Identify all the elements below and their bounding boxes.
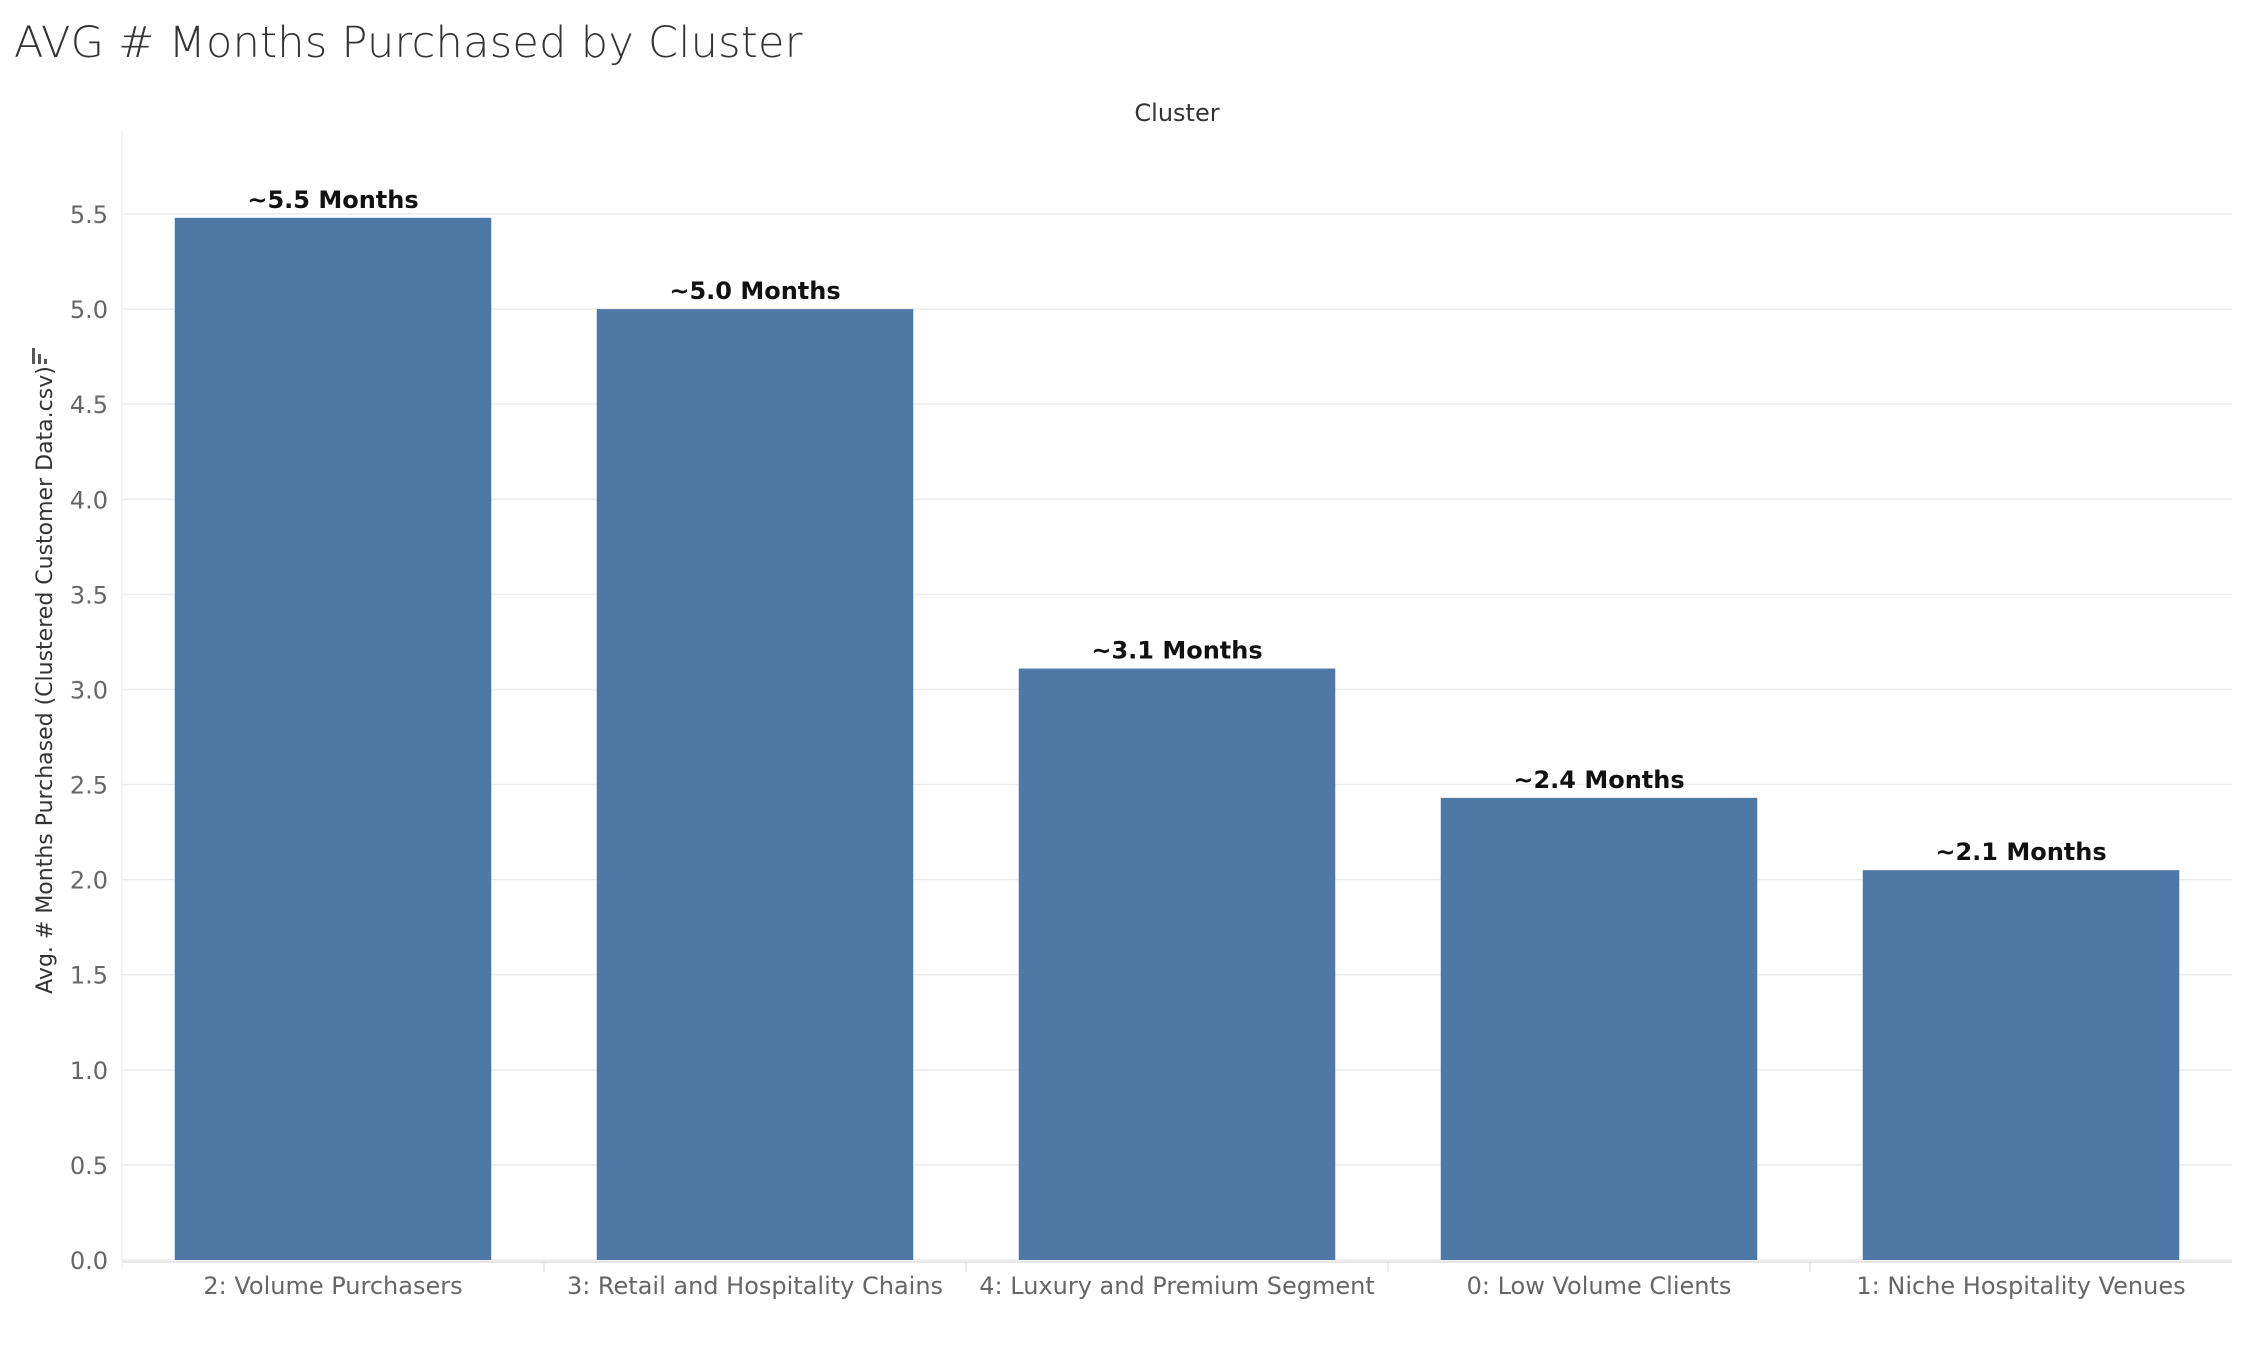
- y-tick-label: 3.5: [70, 581, 108, 609]
- x-tick-label: 3: Retail and Hospitality Chains: [567, 1272, 943, 1300]
- y-axis-ticks: 0.0 0.5 1.0 1.5 2.0 2.5 3.0 3.5 4.0 4.5 5.0 5.5: [70, 201, 108, 1275]
- x-tick-label: 2: Volume Purchasers: [203, 1272, 462, 1300]
- y-tick-label: 0.5: [70, 1152, 108, 1180]
- y-axis-title: Avg. # Months Purchased (Clustered Custo…: [33, 366, 58, 994]
- bar[interactable]: [596, 309, 914, 1260]
- chart-title: AVG # Months Purchased by Cluster: [14, 18, 803, 68]
- data-labels: ~5.5 Months ~5.0 Months ~3.1 Months ~2.4 Mo…: [247, 186, 2106, 866]
- x-tick-label: 4: Luxury and Premium Segment: [979, 1272, 1374, 1300]
- data-label: ~5.0 Months: [669, 277, 840, 305]
- sort-descending-icon[interactable]: [30, 346, 52, 366]
- x-axis-ticks: 2: Volume Purchasers 3: Retail and Hospit…: [203, 1272, 2185, 1300]
- data-label: ~5.5 Months: [247, 186, 418, 214]
- column-header: Cluster: [1134, 99, 1219, 127]
- x-tick-label: 1: Niche Hospitality Venues: [1856, 1272, 2185, 1300]
- bar[interactable]: [174, 217, 492, 1261]
- y-tick-label: 1.5: [70, 962, 108, 990]
- data-label: ~2.4 Months: [1513, 766, 1684, 794]
- data-label: ~2.1 Months: [1935, 838, 2106, 866]
- y-tick-label: 5.0: [70, 296, 108, 324]
- y-tick-label: 4.0: [70, 486, 108, 514]
- data-label: ~3.1 Months: [1091, 637, 1262, 665]
- y-tick-label: 2.0: [70, 867, 108, 895]
- bar[interactable]: [1862, 870, 2180, 1260]
- bar[interactable]: [1018, 668, 1336, 1260]
- y-tick-label: 5.5: [70, 201, 108, 229]
- y-tick-label: 4.5: [70, 391, 108, 419]
- y-tick-label: 2.5: [70, 772, 108, 800]
- y-tick-label: 1.0: [70, 1057, 108, 1085]
- bar[interactable]: [1440, 797, 1758, 1260]
- bars: [174, 217, 2180, 1261]
- y-tick-label: 0.0: [70, 1247, 108, 1275]
- x-tick-label: 0: Low Volume Clients: [1467, 1272, 1732, 1300]
- y-tick-label: 3.0: [70, 676, 108, 704]
